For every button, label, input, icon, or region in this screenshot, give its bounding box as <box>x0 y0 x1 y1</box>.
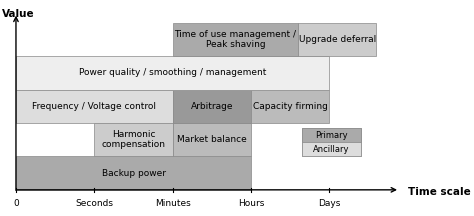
Text: Power quality / smoothing / management: Power quality / smoothing / management <box>79 68 266 77</box>
Text: Hours: Hours <box>238 199 264 208</box>
Bar <box>251 90 329 123</box>
Text: 0: 0 <box>13 199 19 208</box>
Text: Upgrade deferral: Upgrade deferral <box>299 35 376 44</box>
Text: Seconds: Seconds <box>75 199 113 208</box>
Bar <box>302 142 361 156</box>
Bar <box>16 90 173 123</box>
Text: Value: Value <box>2 10 35 19</box>
Text: Primary: Primary <box>315 130 348 140</box>
Bar <box>302 128 361 156</box>
Bar <box>173 123 251 156</box>
Bar <box>16 156 251 190</box>
Text: Days: Days <box>318 199 341 208</box>
Text: Time scale: Time scale <box>408 187 471 197</box>
Text: Arbitrage: Arbitrage <box>191 102 233 111</box>
Bar <box>173 90 251 123</box>
Text: Frequency / Voltage control: Frequency / Voltage control <box>32 102 156 111</box>
Bar <box>16 56 329 90</box>
Text: Backup power: Backup power <box>101 169 165 178</box>
Text: Time of use management /
Peak shaving: Time of use management / Peak shaving <box>174 30 296 49</box>
Text: Ancillary: Ancillary <box>313 145 350 154</box>
Bar <box>94 123 173 156</box>
Text: Minutes: Minutes <box>155 199 191 208</box>
Bar <box>173 23 298 56</box>
Bar <box>298 23 376 56</box>
Bar <box>302 128 361 142</box>
Text: Market balance: Market balance <box>177 135 247 144</box>
Text: Harmonic
compensation: Harmonic compensation <box>101 130 165 149</box>
Text: Capacity firming: Capacity firming <box>253 102 328 111</box>
